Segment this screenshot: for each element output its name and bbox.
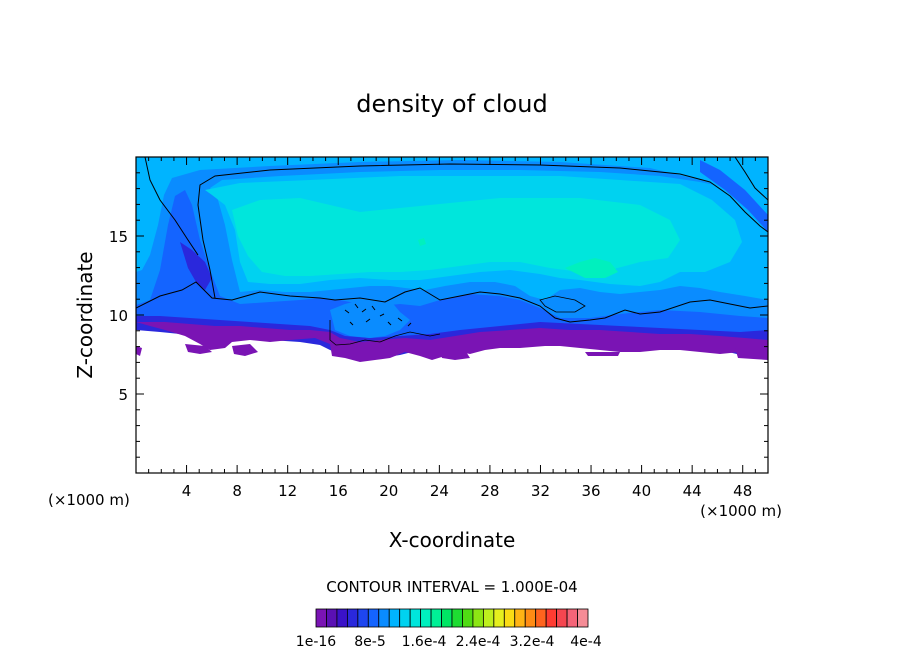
x-tick-label: 44 <box>683 482 702 500</box>
x-tick-label: 28 <box>480 482 499 500</box>
colorbar-swatch <box>420 608 432 628</box>
colorbar-label: 4e-4 <box>570 634 602 650</box>
colorbar-swatch <box>472 608 484 628</box>
cloud-base-blob <box>585 352 620 356</box>
colorbar-swatch <box>430 608 442 628</box>
x-tick-label: 36 <box>581 482 600 500</box>
chart-title: density of cloud <box>356 90 547 118</box>
y-axis: 5 10 15 <box>109 172 768 458</box>
x-unit-right: (×1000 m) <box>700 502 782 520</box>
contour-lower <box>136 281 768 323</box>
cloud-right-streak <box>700 160 768 232</box>
colorbar <box>315 608 589 628</box>
colorbar-swatch <box>493 608 505 628</box>
colorbar-swatch <box>367 608 380 628</box>
colorbar-label: 2.4e-4 <box>456 634 501 650</box>
x-tick-label: 24 <box>430 482 449 500</box>
colorbar-swatch <box>388 608 401 628</box>
x-tick-label: 8 <box>232 482 242 500</box>
y-tick-label: 5 <box>118 386 128 404</box>
contour-right-edge <box>734 157 768 201</box>
colorbar-swatch <box>346 608 359 628</box>
y-axis-label: Z-coordinate <box>73 251 97 378</box>
cloud-left-dark-band <box>180 242 212 290</box>
colorbar-label: 8e-5 <box>354 634 385 650</box>
cloud-base-blob <box>185 344 212 354</box>
colorbar-swatch <box>378 608 390 628</box>
x-axis: 4 8 12 16 20 24 28 32 36 40 44 48 <box>148 157 756 500</box>
colorbar-labels: 1e-16 8e-5 1.6e-4 2.4e-4 3.2e-4 4e-4 <box>296 634 602 650</box>
colorbar-swatch <box>399 608 411 628</box>
colorbar-swatch <box>451 608 463 628</box>
colorbar-swatch <box>336 608 348 628</box>
cloud-base-level-0 <box>136 322 768 362</box>
colorbar-label: 3.2e-4 <box>510 634 555 650</box>
x-tick-label: 20 <box>379 482 398 500</box>
colorbar-swatch <box>524 608 537 628</box>
colorbar-swatch <box>441 608 453 628</box>
colorbar-label: 1e-16 <box>296 634 336 650</box>
cloud-level-6 <box>232 198 680 276</box>
cloud-base-blob <box>136 346 142 356</box>
x-unit-left: (×1000 m) <box>48 491 130 509</box>
cloud-base-blob <box>232 344 258 356</box>
colorbar-swatch <box>357 608 369 628</box>
colorbar-swatch <box>545 608 558 628</box>
contour-cloud-base <box>329 320 441 346</box>
contour-left-edge <box>144 157 199 256</box>
contour-outer-top <box>197 163 768 299</box>
colorbar-swatch <box>566 608 578 628</box>
y-tick-label: 15 <box>109 228 128 246</box>
colorbar-label: 1.6e-4 <box>402 634 447 650</box>
colorbar-swatch <box>462 608 474 628</box>
colorbar-swatch <box>556 608 568 628</box>
cloud-level-7-patch <box>565 258 618 278</box>
x-tick-label: 4 <box>182 482 192 500</box>
cloud-base-blob <box>440 350 470 360</box>
contour-interval-label: CONTOUR INTERVAL = 1.000E-04 <box>326 578 577 596</box>
plot-area <box>136 157 768 473</box>
colorbar-swatch <box>409 608 422 628</box>
cloud-base-blob <box>735 348 768 360</box>
x-tick-label: 32 <box>531 482 550 500</box>
x-axis-label: X-coordinate <box>389 528 516 552</box>
contour-wave <box>539 295 586 313</box>
colorbar-swatch <box>503 608 516 628</box>
colorbar-swatch <box>326 608 338 628</box>
cloud-level-7-patch-small <box>418 238 426 246</box>
colorbar-swatch <box>482 608 495 628</box>
y-tick-label: 10 <box>109 307 128 325</box>
colorbar-swatch <box>514 608 526 628</box>
colorbar-swatch <box>315 608 327 628</box>
x-tick-label: 48 <box>733 482 752 500</box>
x-tick-label: 40 <box>632 482 651 500</box>
x-tick-label: 16 <box>329 482 348 500</box>
x-tick-label: 12 <box>278 482 297 500</box>
colorbar-swatch <box>535 608 547 628</box>
colorbar-swatch <box>577 608 589 628</box>
mixing-speckles <box>344 303 412 327</box>
